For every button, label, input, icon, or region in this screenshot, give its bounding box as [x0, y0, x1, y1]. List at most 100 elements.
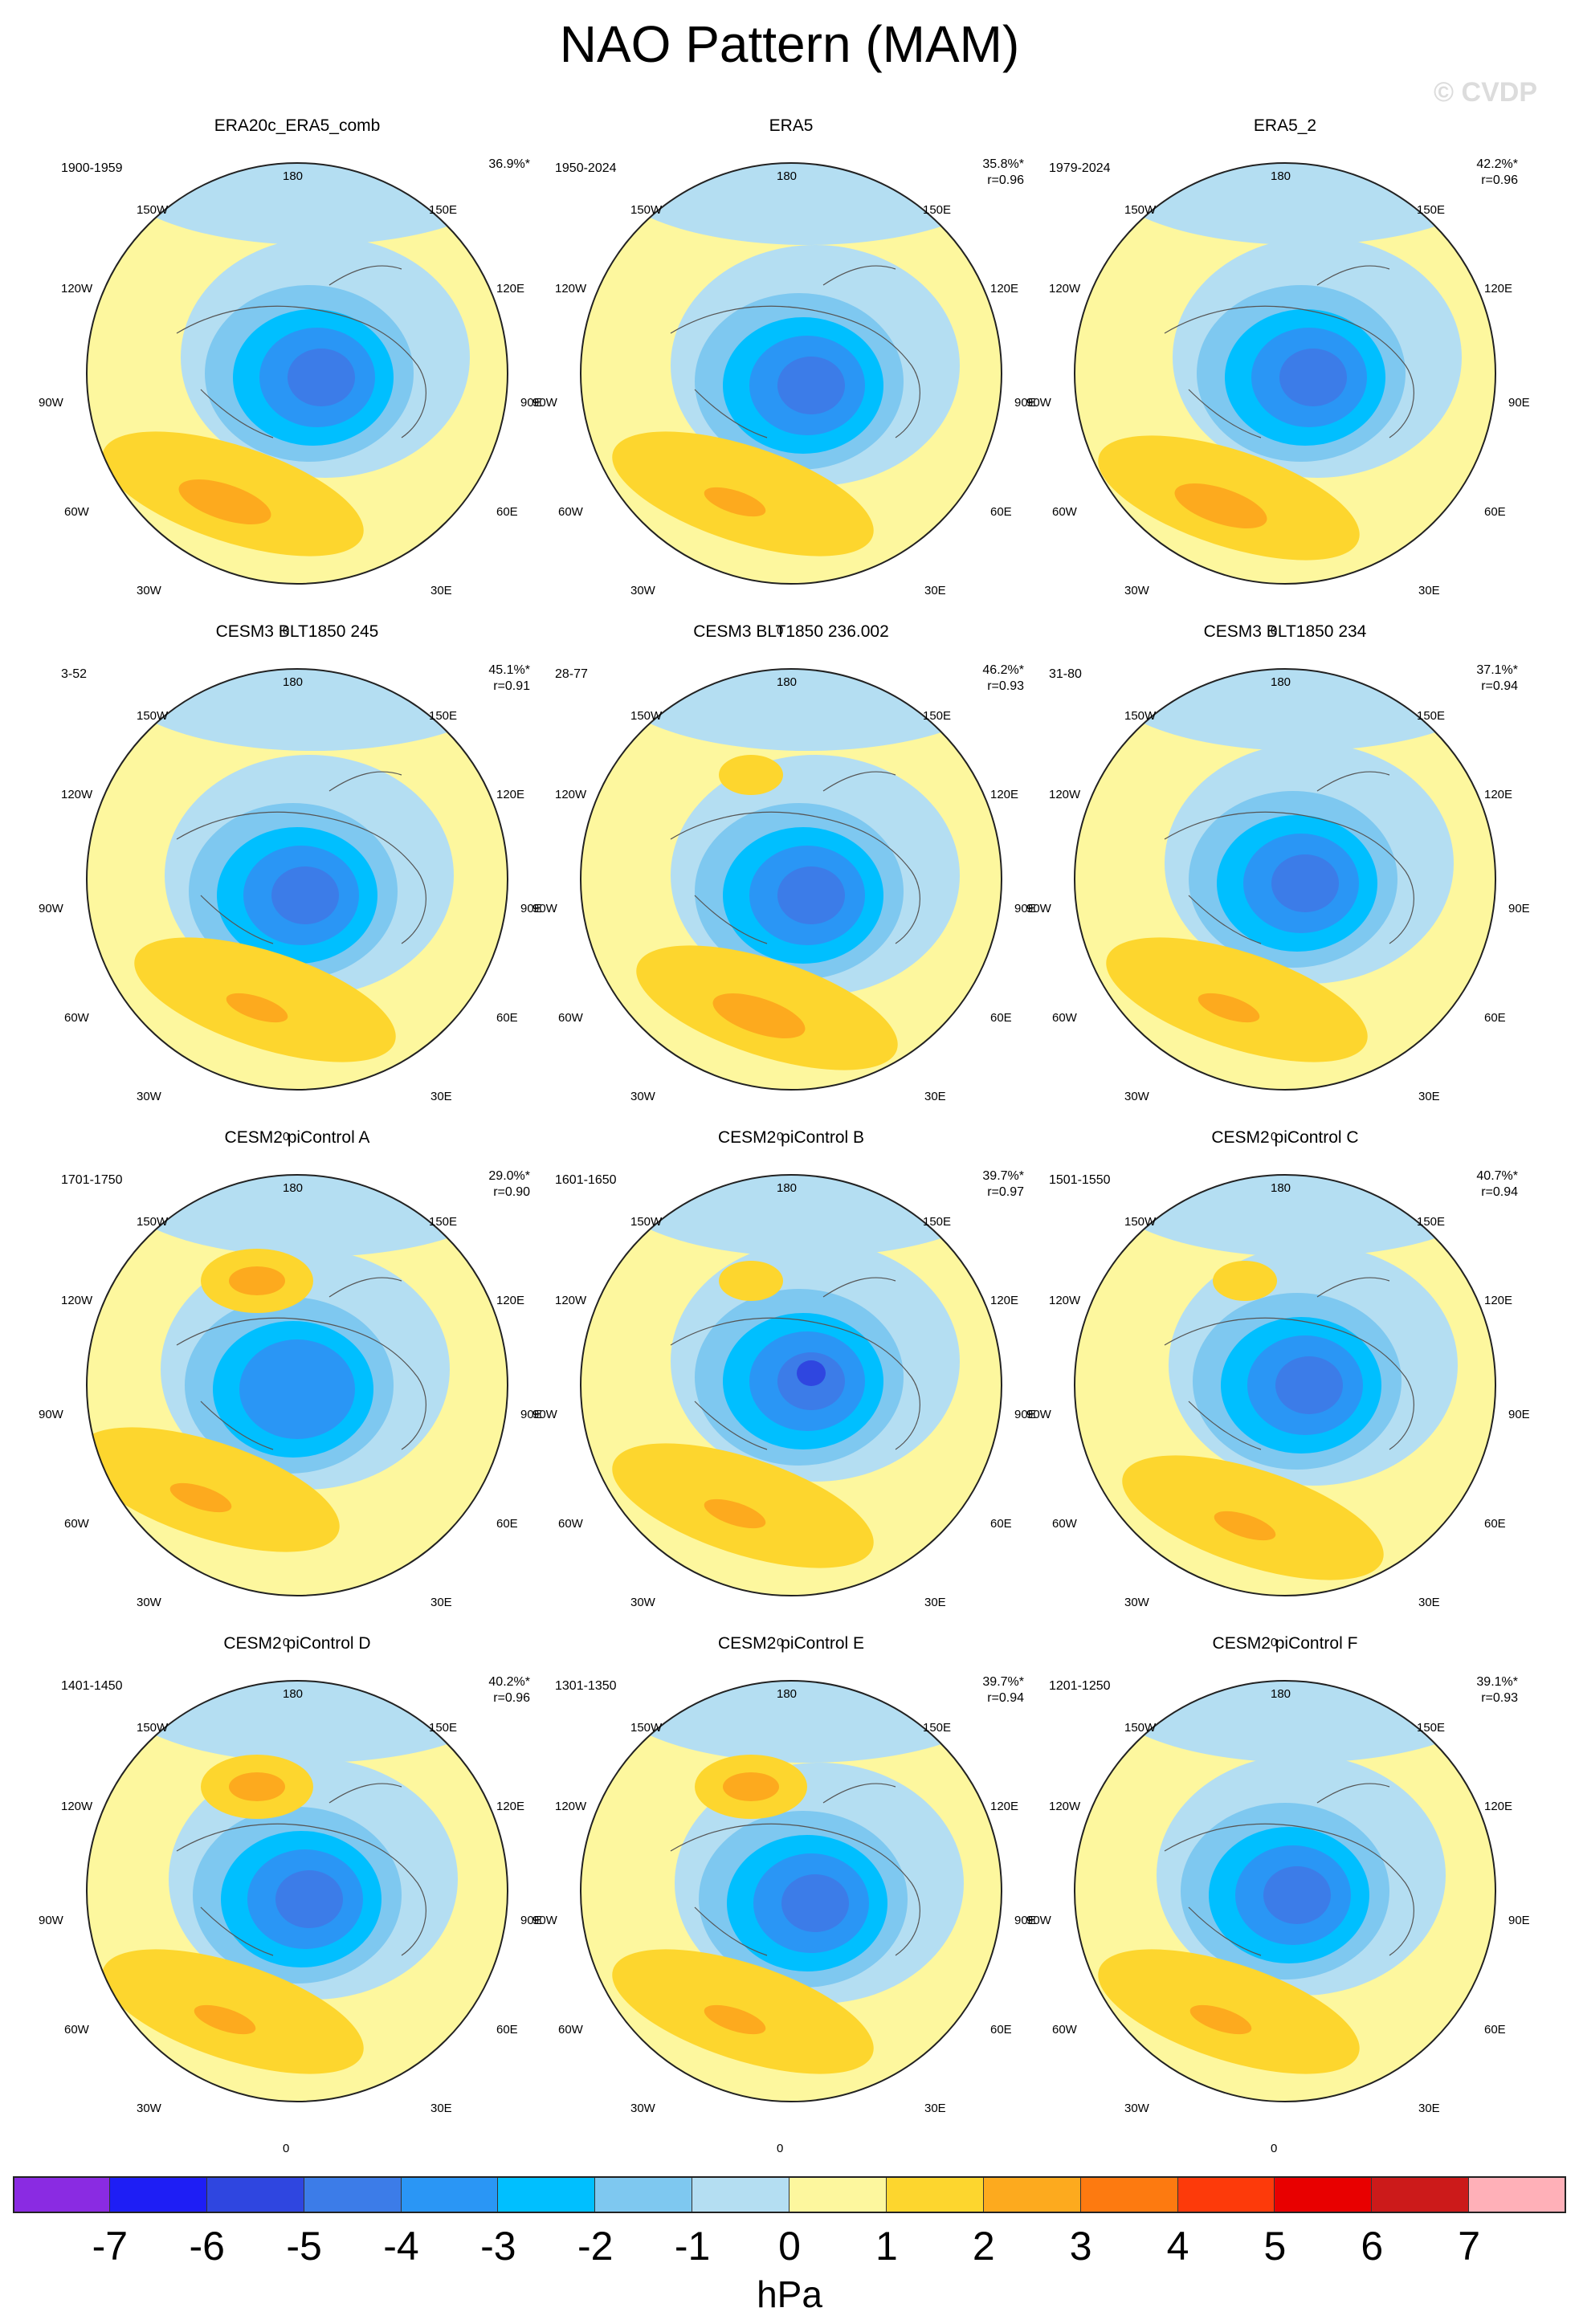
pattern-correlation: r=0.91 [493, 679, 530, 693]
longitude-label: 180 [283, 675, 304, 689]
pattern-correlation: r=0.94 [987, 1691, 1024, 1705]
longitude-label: 30W [137, 584, 161, 597]
longitude-label: 30W [1124, 1090, 1149, 1103]
atlantic-positive-2 [704, 1498, 766, 1529]
pacific-negative [112, 1175, 508, 1257]
panel-title: CESM2 piControl C [1211, 1128, 1359, 1147]
pattern-correlation: r=0.96 [1481, 173, 1518, 187]
longitude-label: 150W [630, 709, 663, 723]
map-panel: CESM2 piControl C 1501-1550 40.7%* r=0.94 18… [1026, 1128, 1530, 1649]
map-boundary [1074, 162, 1496, 585]
pacific-negative [112, 163, 508, 245]
pacific-positive-1 [719, 1261, 783, 1301]
atlantic-positive-2 [1189, 2004, 1252, 2035]
longitude-label: 30W [137, 1596, 161, 1609]
panel-stats: 39.7%* r=0.97 [982, 1168, 1024, 1201]
longitude-label: 120W [1049, 282, 1081, 296]
panel-period: 1501-1550 [1049, 1173, 1111, 1187]
pacific-positive-2 [229, 1772, 285, 1801]
longitude-label: 150W [1124, 1721, 1157, 1735]
longitude-label: 180 [283, 1181, 304, 1195]
panel-stats: 46.2%* r=0.93 [982, 663, 1024, 695]
panel-period: 1401-1450 [61, 1679, 123, 1693]
longitude-label: 30W [630, 1596, 655, 1609]
pattern-correlation: r=0.94 [1481, 679, 1518, 693]
longitude-label: 60W [64, 1011, 89, 1025]
arctic-negative-4 [239, 1339, 355, 1439]
pacific-negative [606, 1681, 1002, 1763]
longitude-label: 120E [1484, 282, 1513, 296]
longitude-label: 0 [777, 1130, 784, 1144]
polar-map [580, 1174, 1002, 1596]
pacific-negative [1100, 669, 1495, 751]
longitude-label: 150W [1124, 1215, 1157, 1229]
polar-map [580, 1680, 1002, 2102]
longitude-label: 150E [1417, 709, 1446, 723]
colorbar [13, 2176, 1566, 2213]
arctic-negative-5 [288, 349, 355, 406]
longitude-label: 60E [1484, 1517, 1506, 1531]
longitude-label: 30E [430, 1090, 452, 1103]
longitude-label: 30E [924, 584, 946, 597]
pacific-negative [606, 163, 1002, 245]
longitude-label: 30W [630, 2102, 655, 2115]
longitude-label: 150E [429, 1215, 458, 1229]
longitude-label: 90W [39, 902, 63, 915]
panel-period: 3-52 [61, 667, 88, 681]
longitude-label: 0 [1271, 1130, 1278, 1144]
panel-stats: 36.9%* [488, 157, 530, 173]
colorbar-swatch [595, 2176, 693, 2213]
longitude-label: 120E [496, 788, 525, 801]
longitude-label: 150E [1417, 1721, 1446, 1735]
panel-title: ERA5 [769, 116, 814, 135]
map-boundary [86, 1680, 508, 2102]
longitude-label: 120W [61, 1800, 93, 1813]
colorbar-tick-label: 3 [1069, 2224, 1092, 2269]
atlantic-positive-2 [1174, 483, 1267, 528]
longitude-label: 180 [1271, 675, 1291, 689]
panel-title: CESM2 piControl A [224, 1128, 370, 1147]
polar-map [86, 1680, 508, 2102]
explained-variance: 37.1%* [1476, 663, 1518, 677]
atlantic-positive-2 [178, 479, 271, 524]
coastline [176, 1277, 426, 1450]
longitude-label: 30E [924, 1596, 946, 1609]
longitude-label: 90E [1014, 1408, 1036, 1421]
longitude-label: 30E [1418, 1596, 1440, 1609]
longitude-label: 90W [39, 396, 63, 410]
longitude-label: 30E [1418, 584, 1440, 597]
arctic-negative-5 [1279, 349, 1347, 406]
map-panel: CESM2 piControl A 1701-1750 29.0%* r=0.90 18… [39, 1128, 542, 1649]
longitude-label: 30E [1418, 1090, 1440, 1103]
longitude-label: 60W [64, 2023, 89, 2037]
pattern-correlation: r=0.96 [493, 1691, 530, 1705]
explained-variance: 29.0%* [488, 1169, 530, 1183]
colorbar-swatch [498, 2176, 596, 2213]
longitude-label: 90E [1014, 396, 1036, 410]
longitude-label: 60W [558, 1517, 583, 1531]
polar-map [86, 1174, 508, 1596]
longitude-label: 30W [1124, 1596, 1149, 1609]
longitude-label: 150W [137, 1721, 169, 1735]
colorbar-tick-label: -4 [383, 2224, 419, 2269]
watermark: © CVDP [1434, 77, 1537, 108]
panel-period: 28-77 [555, 667, 588, 681]
colorbar-swatch [401, 2176, 499, 2213]
longitude-label: 180 [283, 169, 304, 183]
longitude-label: 90W [1026, 1914, 1051, 1927]
map-boundary [86, 668, 508, 1091]
atlantic-positive-2 [712, 993, 806, 1038]
coastline [1164, 1783, 1414, 1956]
arctic-negative-5 [777, 357, 845, 414]
longitude-label: 120W [1049, 788, 1081, 801]
colorbar-swatch [1469, 2176, 1566, 2213]
longitude-label: 120E [990, 788, 1019, 801]
longitude-label: 90E [1014, 1914, 1036, 1927]
colorbar-swatch [13, 2176, 110, 2213]
map-boundary [580, 668, 1002, 1091]
longitude-label: 90W [1026, 396, 1051, 410]
arctic-negative-5 [1275, 1356, 1343, 1414]
longitude-label: 90E [520, 1408, 542, 1421]
longitude-label: 120W [61, 788, 93, 801]
panel-title: CESM2 piControl D [223, 1634, 371, 1653]
